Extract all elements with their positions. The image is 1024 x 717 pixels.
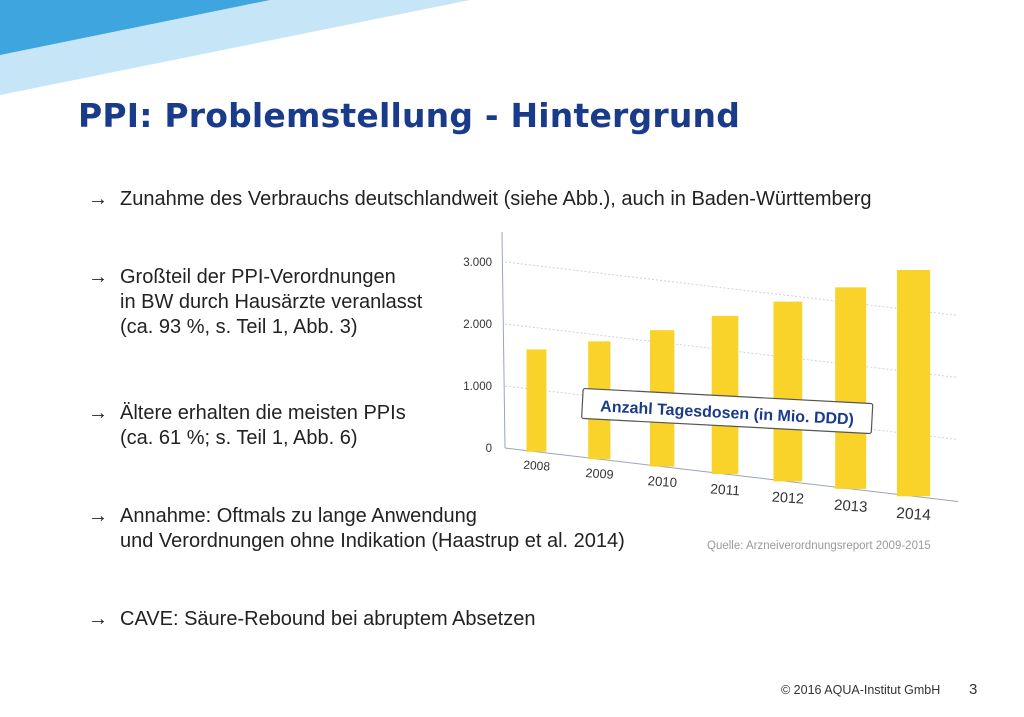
y-tick-label: 3.000 [463, 257, 492, 269]
x-tick-label: 2012 [771, 490, 804, 508]
arrow-icon: → [88, 505, 108, 527]
y-tick-label: 0 [486, 443, 492, 455]
gridline [504, 385, 959, 441]
x-tick-label: 2008 [523, 458, 551, 474]
gridline [504, 261, 959, 317]
annotation-label: Anzahl Tagesdosen (in Mio. DDD) [600, 398, 854, 428]
bullet-item: → Großteil der PPI-Verordnungen in BW du… [88, 265, 422, 340]
bullet-line: CAVE: Säure-Rebound bei abruptem Absetze… [120, 608, 536, 630]
chart-bar [711, 315, 739, 474]
source-note: Quelle: Arzneiverordnungsreport 2009-201… [707, 540, 931, 552]
bullet-line: Großteil der PPI-Verordnungen [120, 266, 396, 288]
bullet-item: → Zunahme des Verbrauchs deutschlandweit… [88, 187, 872, 212]
annotation-box [581, 387, 874, 435]
bullet-line: Zunahme des Verbrauchs deutschlandweit (… [120, 188, 872, 210]
chart-bar [649, 330, 675, 467]
arrow-icon: → [88, 402, 108, 424]
bullet-line: in BW durch Hausärzte veranlasst [120, 291, 423, 313]
arrow-icon: → [88, 266, 108, 288]
bullet-line: Ältere erhalten die meisten PPIs [120, 402, 406, 424]
chart-bar [773, 301, 803, 482]
slide-title: PPI: Problemstellung - Hintergrund [78, 96, 741, 135]
x-tick-label: 2014 [896, 505, 932, 524]
bullet-line: (ca. 61 %; s. Teil 1, Abb. 6) [120, 427, 358, 449]
bullet-item: → Annahme: Oftmals zu lange Anwendung un… [88, 504, 625, 554]
bullet-item: → CAVE: Säure-Rebound bei abruptem Abset… [88, 607, 535, 632]
x-tick-label: 2009 [585, 466, 614, 482]
arrow-icon: → [88, 188, 108, 210]
bullet-line: und Verordnungen ohne Indikation (Haastr… [120, 530, 625, 552]
chart-bar [835, 287, 867, 489]
bullet-line: Annahme: Oftmals zu lange Anwendung [120, 505, 477, 527]
y-axis [501, 231, 506, 449]
chart-annotation: Anzahl Tagesdosen (in Mio. DDD) [581, 387, 874, 435]
header-banner [0, 0, 470, 95]
banner-dark-band [0, 0, 270, 55]
x-tick-label: 2010 [647, 473, 677, 490]
chart-bar [526, 349, 547, 452]
chart-bar [588, 341, 611, 460]
bullet-line: (ca. 93 %, s. Teil 1, Abb. 3) [120, 316, 358, 338]
x-tick-label: 2013 [834, 497, 868, 516]
arrow-icon: → [88, 608, 108, 630]
gridline [504, 323, 959, 379]
y-tick-label: 1.000 [463, 381, 492, 393]
y-tick-label: 2.000 [463, 319, 492, 331]
chart-bar [896, 269, 931, 497]
gridline [504, 447, 959, 503]
bullet-item: → Ältere erhalten die meisten PPIs (ca. … [88, 401, 406, 451]
page-number: 3 [969, 681, 978, 698]
copyright-text: © 2016 AQUA-Institut GmbH [781, 683, 941, 697]
x-tick-label: 2011 [710, 481, 741, 498]
